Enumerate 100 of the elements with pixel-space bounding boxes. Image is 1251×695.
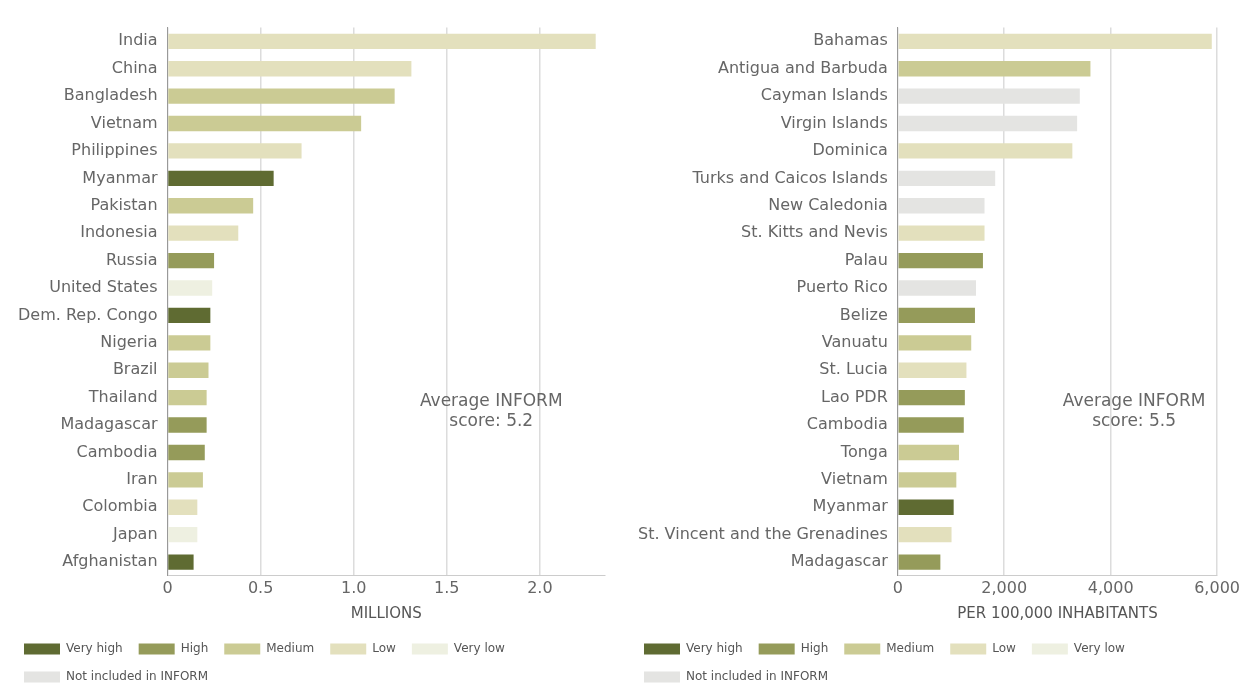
y-tick-label: St. Kitts and Nevis: [741, 222, 888, 242]
bar: [898, 362, 967, 378]
bar: [168, 252, 215, 269]
bar: [898, 444, 959, 461]
y-tick-label: Madagascar: [60, 414, 158, 434]
x-tick-label: 2,000: [981, 577, 1028, 597]
bar: [168, 335, 211, 351]
y-tick-label: Cambodia: [806, 414, 888, 434]
legend-label: Low: [372, 641, 397, 656]
y-tick-label: Madagascar: [790, 551, 889, 571]
bar: [168, 417, 207, 433]
y-tick-label: United States: [49, 277, 158, 297]
x-tick-label: 0: [162, 577, 173, 597]
bar: [898, 252, 983, 269]
y-tick-label: Dem. Rep. Congo: [17, 304, 158, 324]
x-tick-label: 1.0: [340, 577, 367, 597]
y-tick-label: Myanmar: [812, 496, 889, 516]
bar: [898, 554, 941, 570]
y-tick-label: Cambodia: [76, 441, 158, 461]
y-tick-label: Virgin Islands: [780, 112, 888, 132]
y-tick-label: China: [111, 57, 158, 77]
bar: [898, 143, 1073, 159]
y-tick-label: St. Lucia: [819, 359, 888, 379]
y-tick-label: Thailand: [87, 386, 158, 406]
bar: [168, 389, 207, 406]
y-tick-label: Vietnam: [90, 112, 158, 132]
y-tick-label: Vanuatu: [821, 331, 888, 351]
bar: [168, 527, 198, 543]
y-tick-label: St. Vincent and the Grenadines: [637, 523, 888, 543]
legend-label: High: [180, 641, 209, 656]
y-tick-label: Antigua and Barbuda: [717, 57, 888, 77]
y-tick-label: Pakistan: [90, 194, 158, 214]
legend-label: Not included in INFORM: [66, 669, 209, 684]
bar: [168, 225, 239, 241]
bar: [898, 527, 952, 543]
x-tick-label: 4,000: [1087, 577, 1134, 597]
bar: [168, 554, 194, 570]
y-tick-label: Vietnam: [821, 469, 888, 489]
y-tick-label: Bahamas: [813, 30, 888, 50]
x-axis-title: PER 100,000 INHABITANTS: [957, 603, 1158, 622]
bar: [168, 444, 205, 461]
bar: [898, 472, 957, 488]
legend-label: Not included in INFORM: [686, 669, 829, 684]
bar: [898, 499, 954, 515]
legend-label: Low: [992, 641, 1017, 656]
x-tick-label: 0.5: [247, 577, 274, 597]
y-tick-label: New Caledonia: [768, 194, 888, 214]
x-tick-label: 1.5: [434, 577, 460, 597]
bar: [898, 61, 1091, 77]
x-tick-label: 2.0: [527, 577, 553, 597]
annotation: Average INFORM score: 5.2: [419, 389, 563, 430]
y-tick-label: India: [118, 30, 158, 50]
y-tick-label: Bangladesh: [63, 85, 158, 105]
y-tick-label: Russia: [106, 249, 158, 269]
bar: [168, 280, 213, 296]
bar: [168, 307, 211, 324]
x-tick-label: 0: [892, 577, 903, 597]
y-tick-label: Myanmar: [82, 167, 158, 187]
bar: [168, 170, 274, 187]
bar: [168, 143, 302, 159]
y-tick-label: Afghanistan: [62, 551, 158, 571]
legend-label: Medium: [266, 641, 315, 656]
legend-label: Very low: [1073, 641, 1126, 656]
y-tick-label: Cayman Islands: [760, 85, 888, 105]
bar: [898, 417, 964, 433]
y-tick-label: Lao PDR: [821, 386, 888, 406]
bar: [898, 389, 965, 406]
y-tick-label: Dominica: [812, 140, 888, 160]
bar: [898, 225, 985, 241]
y-tick-label: Brazil: [112, 359, 158, 379]
legend-label: Very low: [453, 641, 506, 656]
bar: [168, 472, 203, 488]
y-tick-label: Tonga: [839, 441, 888, 461]
y-tick-label: Palau: [844, 249, 888, 269]
y-tick-label: Nigeria: [100, 331, 158, 351]
bar: [168, 115, 362, 132]
bar: [898, 335, 972, 351]
y-tick-label: Philippines: [71, 140, 158, 160]
y-tick-label: Indonesia: [80, 222, 158, 242]
bar: [168, 33, 596, 49]
bar: [168, 198, 254, 214]
y-tick-label: Belize: [839, 304, 888, 324]
y-tick-label: Turks and Caicos Islands: [691, 167, 888, 187]
y-tick-label: Puerto Rico: [796, 277, 888, 297]
y-tick-label: Colombia: [82, 496, 158, 516]
legend-label: Medium: [886, 641, 935, 656]
y-tick-label: Iran: [126, 469, 158, 489]
legend-label: Very high: [686, 641, 743, 656]
legend-label: High: [800, 641, 829, 656]
bar: [168, 362, 209, 378]
legend-label: Very high: [66, 641, 123, 656]
bar: [168, 88, 395, 104]
x-tick-label: 6,000: [1194, 577, 1240, 597]
bar: [168, 61, 412, 77]
annotation: Average INFORM score: 5.5: [1062, 389, 1206, 430]
x-axis-title: MILLIONS: [350, 603, 422, 622]
bar: [898, 33, 1212, 49]
bar: [168, 499, 198, 515]
y-tick-label: Japan: [111, 523, 158, 543]
bar: [898, 307, 975, 324]
